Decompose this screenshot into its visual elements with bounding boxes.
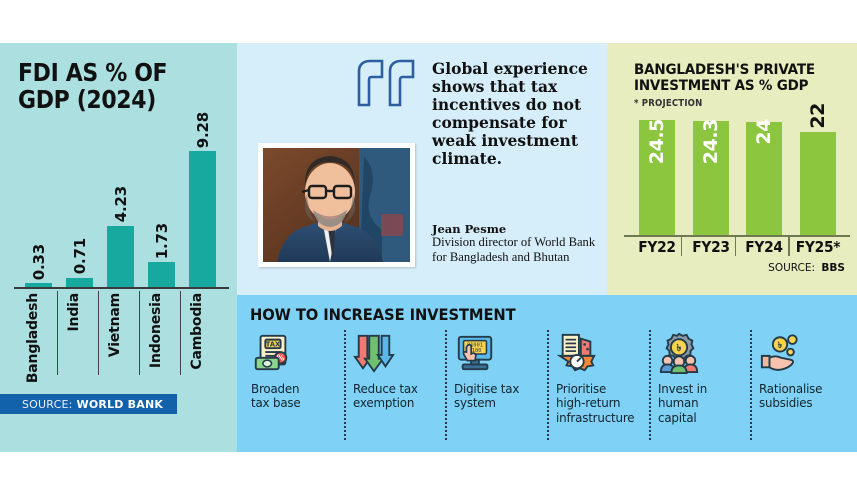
how-to-item-4[interactable]: Prioritise high-return infrastructure xyxy=(547,330,649,440)
how-to-item-1[interactable]: TAX % Broaden tax base xyxy=(244,330,344,440)
private-investment-bar-group: 24.5 xyxy=(638,113,675,235)
fdi-category-separator xyxy=(57,291,58,375)
private-investment-category-separator xyxy=(788,236,790,256)
source-value: BBS xyxy=(821,262,845,274)
svg-text:%: % xyxy=(277,354,285,363)
fdi-category-separator xyxy=(98,291,99,375)
quote-attribution-role: Division director of World Bank for Bang… xyxy=(432,235,596,264)
private-investment-category-separator xyxy=(734,236,736,256)
fdi-chart-category-labels: Bangladesh India Vietnam Indonesia Cambodia xyxy=(18,291,223,383)
private-investment-bar-value: 24 xyxy=(753,119,776,145)
fdi-bar-group: 9.28 xyxy=(189,112,216,288)
how-to-item-label: Broaden tax base xyxy=(251,381,301,411)
fdi-chart-title: FDI AS % OF GDP (2024) xyxy=(18,58,168,114)
private-investment-bar-group: 24 xyxy=(746,113,783,235)
private-investment-bar xyxy=(746,122,783,235)
fdi-bar xyxy=(66,277,93,288)
bbs-source-label: SOURCE: BBS xyxy=(768,262,845,274)
people-gear-coin-icon: ৳ xyxy=(658,330,744,376)
private-investment-category-label: FY22 xyxy=(638,238,676,256)
private-investment-category-labels: FY22 FY23 FY24 FY25* xyxy=(630,236,845,260)
how-to-item-label: Rationalise subsidies xyxy=(759,381,823,411)
fdi-bar xyxy=(189,151,216,288)
world-bank-source-banner: SOURCE: WORLD BANK xyxy=(0,394,178,414)
private-investment-bar xyxy=(800,131,837,235)
fdi-category-label: Vietnam xyxy=(107,293,123,358)
quote-attribution-name: Jean Pesme xyxy=(432,222,507,236)
fdi-bar-group: 4.23 xyxy=(107,133,134,288)
fdi-bar-group: 0.71 xyxy=(66,133,93,288)
tax-document-icon: TAX % xyxy=(251,330,337,376)
buildings-gear-icon xyxy=(556,330,642,376)
private-investment-plot: 24.5 24.3 24 22 xyxy=(630,103,845,235)
fdi-category-label: Bangladesh xyxy=(25,293,41,384)
fdi-category-label: Cambodia xyxy=(189,293,205,370)
how-to-increase-investment-panel xyxy=(237,295,857,452)
fdi-bar-value: 4.23 xyxy=(111,186,130,223)
how-to-increase-investment-items: TAX % Broaden tax base Reduce tax exemptio… xyxy=(244,330,852,440)
how-to-item-label: Reduce tax exemption xyxy=(352,381,418,411)
fdi-category-label: India xyxy=(66,293,82,332)
svg-text:01001: 01001 xyxy=(467,342,483,348)
fdi-chart-axis-line xyxy=(14,287,229,289)
how-to-item-label: Digitise tax system xyxy=(454,381,520,411)
private-investment-category-separator xyxy=(680,236,683,256)
how-to-item-3[interactable]: 01001 0100 Digitise tax system xyxy=(445,330,547,440)
private-investment-bar xyxy=(638,120,675,235)
fdi-bar xyxy=(25,283,52,288)
fdi-bar-group: 1.73 xyxy=(148,133,175,288)
source-label: SOURCE: xyxy=(768,262,816,274)
how-to-item-2[interactable]: Reduce tax exemption xyxy=(343,330,446,440)
how-to-increase-investment-title: HOW TO INCREASE INVESTMENT xyxy=(250,305,516,324)
private-investment-axis-line xyxy=(624,235,850,237)
fdi-category-label: Indonesia xyxy=(148,293,164,369)
fdi-category-separator xyxy=(139,291,140,375)
fdi-chart-plot: 0.33 0.71 4.23 1.73 9.28 xyxy=(18,112,223,288)
private-investment-bar-value: 24.5 xyxy=(645,119,668,165)
fdi-bar xyxy=(148,262,175,288)
svg-text:৳: ৳ xyxy=(676,343,681,354)
svg-text:৳: ৳ xyxy=(778,341,783,351)
how-to-item-6[interactable]: ৳ Rationalise subsidies xyxy=(750,330,852,440)
how-to-item-label: Prioritise high-return infrastructure xyxy=(556,381,635,425)
fdi-bar-group: 0.33 xyxy=(25,133,52,288)
how-to-item-label: Invest in human capital xyxy=(657,381,707,425)
how-to-item-5[interactable]: ৳ Invest in human capital xyxy=(648,330,751,440)
quote-mark-icon xyxy=(355,57,417,109)
quote-text: Global experience shows that tax incenti… xyxy=(432,59,588,168)
computer-cursor-icon: 01001 0100 xyxy=(454,330,540,376)
fdi-bar-value: 0.33 xyxy=(29,243,48,281)
hand-coins-icon: ৳ xyxy=(759,330,845,376)
private-investment-bar-group: 22 xyxy=(800,103,837,235)
private-investment-category-label: FY24 xyxy=(745,238,784,256)
svg-text:TAX: TAX xyxy=(266,341,281,349)
private-investment-subtitle: * PROJECTION xyxy=(634,98,703,109)
private-investment-category-label: FY23 xyxy=(691,238,730,256)
source-label: SOURCE: xyxy=(22,397,73,411)
portrait-photo xyxy=(258,143,415,267)
svg-text:0100: 0100 xyxy=(469,348,482,354)
private-investment-bar-value: 24.3 xyxy=(699,119,722,165)
private-investment-bar-value: 22 xyxy=(807,103,830,129)
private-investment-category-label: FY25* xyxy=(795,238,841,256)
fdi-bar-value: 0.71 xyxy=(70,238,89,275)
fdi-bar xyxy=(107,225,134,288)
fdi-bar-value: 1.73 xyxy=(152,223,171,260)
private-investment-title: BANGLADESH'S PRIVATE INVESTMENT AS % GDP xyxy=(634,62,815,95)
private-investment-bar-group: 24.3 xyxy=(692,113,729,235)
down-arrows-icon xyxy=(352,330,439,376)
private-investment-bar xyxy=(692,120,729,235)
fdi-category-separator xyxy=(180,291,181,375)
fdi-bar-value: 9.28 xyxy=(193,111,212,149)
source-value: WORLD BANK xyxy=(76,397,164,411)
